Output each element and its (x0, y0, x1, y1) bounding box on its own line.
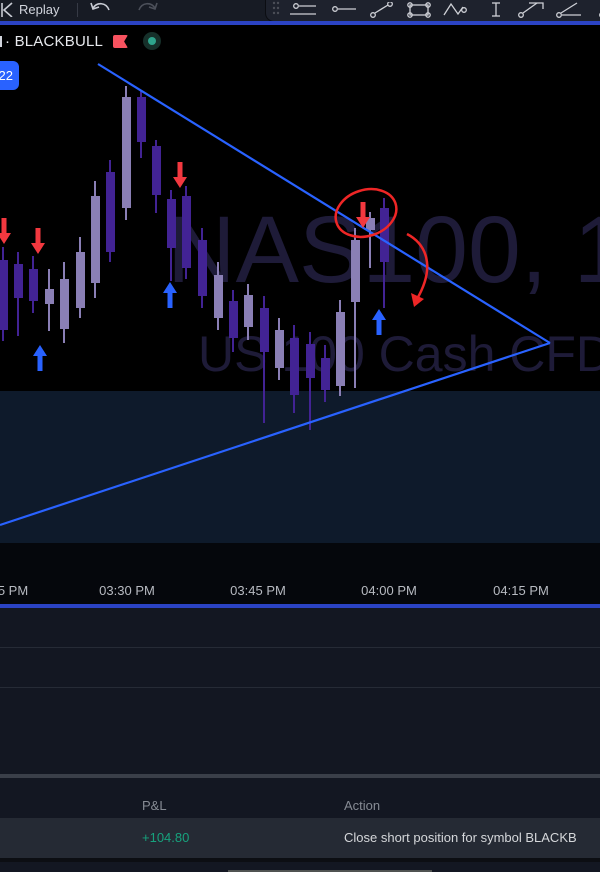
trend-line-icon[interactable] (366, 0, 396, 21)
sell-marker-arrow-icon[interactable] (356, 202, 370, 228)
trading-history-panel: P&L Action +104.80 Close short position … (0, 608, 600, 872)
buy-marker-arrow-icon[interactable] (33, 345, 47, 371)
candle-body (274, 330, 284, 368)
sell-marker-arrow-icon[interactable] (31, 228, 45, 254)
candle-body (213, 275, 223, 318)
time-axis-label: 03:30 PM (99, 583, 155, 598)
candle-wick (354, 228, 356, 388)
candle-body (197, 240, 207, 296)
candle-body (75, 252, 85, 308)
sell-marker-arrow-icon[interactable] (173, 162, 187, 188)
candle-body (243, 295, 253, 327)
column-header-action[interactable]: Action (344, 798, 381, 813)
trendline-drawing[interactable] (0, 341, 551, 527)
panel-section-divider (0, 774, 600, 778)
replay-rewind-icon[interactable] (0, 2, 14, 22)
panel-divider (0, 647, 600, 648)
candle-body (305, 344, 315, 378)
candle-body (228, 301, 238, 338)
time-axis-label: 5 PM (0, 583, 29, 598)
panel-divider (0, 687, 600, 688)
candle-wick (369, 212, 371, 268)
candle-body (105, 172, 115, 252)
candle-body (121, 97, 131, 208)
candle-body (59, 279, 69, 329)
curved-arrow-annotation[interactable] (406, 232, 429, 300)
flag-icon[interactable] (113, 35, 128, 48)
xabcd-pattern-icon[interactable] (440, 0, 470, 21)
market-open-dot (148, 37, 156, 45)
candle-body (90, 196, 100, 283)
time-axis-label: 04:15 PM (493, 583, 549, 598)
candle-body (320, 358, 330, 390)
candle-body (259, 308, 269, 352)
symbol-legend[interactable]: · BLACKBULL (5, 33, 104, 50)
table-row[interactable]: +104.80 Close short position for symbol … (0, 818, 600, 858)
ellipse-annotation[interactable] (329, 182, 402, 245)
candle-wick (263, 296, 265, 423)
redo-icon[interactable] (136, 1, 158, 22)
candle-body (365, 218, 375, 230)
column-header-pnl[interactable]: P&L (142, 798, 167, 813)
horizontal-line-icon[interactable] (288, 0, 318, 21)
floating-drawing-toolbar (266, 0, 600, 21)
chart-surface[interactable] (0, 25, 600, 391)
vertical-line-icon[interactable] (481, 0, 511, 21)
top-toolbar: Replay (0, 0, 600, 21)
candle-body (151, 146, 161, 195)
toolbar-divider (77, 3, 78, 17)
market-status-icon[interactable] (143, 32, 161, 50)
candle-body (13, 264, 23, 298)
chart-lower-band[interactable] (0, 391, 600, 543)
panel-bottom-gap (0, 858, 600, 862)
replay-button[interactable]: Replay (19, 2, 60, 17)
candle-body (44, 289, 54, 304)
candle-body (166, 199, 176, 248)
buy-marker-arrow-icon[interactable] (372, 309, 386, 335)
candle-body (181, 196, 191, 268)
symbol-text-clipped (0, 36, 2, 47)
candle-wick (309, 332, 311, 430)
candle-body (335, 312, 345, 386)
flag-pitchfork-icon[interactable] (516, 0, 546, 21)
candle-body (379, 208, 389, 262)
pnl-value: +104.80 (142, 830, 190, 845)
trendline-drawing[interactable] (97, 63, 551, 344)
top-accent-line (0, 21, 600, 25)
candle-body (289, 338, 299, 395)
trend-angle-icon[interactable] (554, 0, 584, 21)
candle-body (28, 269, 38, 301)
drag-handle-icon[interactable] (272, 1, 280, 20)
horizontal-ray-icon[interactable] (328, 0, 358, 21)
time-axis[interactable]: 5 PM 03:30 PM 03:45 PM 04:00 PM 04:15 PM (0, 543, 600, 604)
price-label-badge: 22 (0, 61, 19, 90)
action-cell: Close short position for symbol BLACKB (344, 830, 577, 845)
buy-marker-arrow-icon[interactable] (163, 282, 177, 308)
curved-arrow-head (411, 293, 424, 307)
candle-body (350, 240, 360, 302)
undo-icon[interactable] (90, 1, 112, 22)
rectangle-icon[interactable] (404, 0, 434, 21)
background-window-strip (0, 862, 600, 872)
bottom-accent-line (0, 604, 600, 608)
candle-body (0, 260, 8, 330)
time-axis-label: 03:45 PM (230, 583, 286, 598)
sell-marker-arrow-icon[interactable] (0, 218, 11, 244)
time-axis-label: 04:00 PM (361, 583, 417, 598)
candle-body (136, 97, 146, 142)
